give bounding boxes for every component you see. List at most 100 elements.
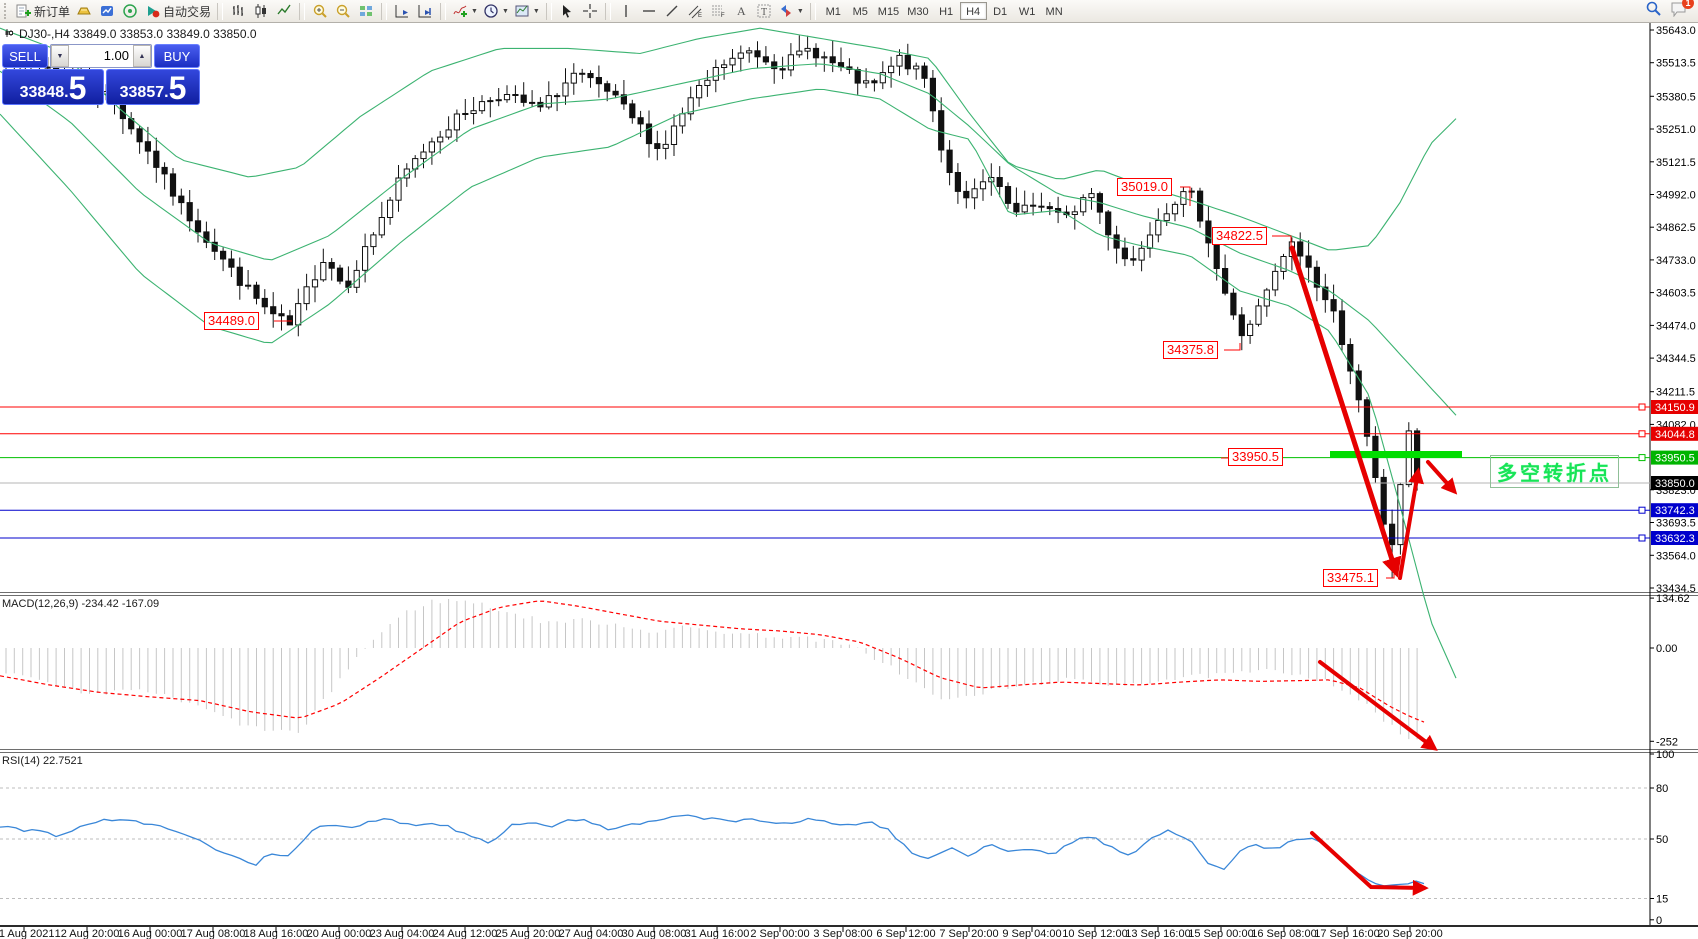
svg-text:34150.9: 34150.9: [1655, 402, 1695, 414]
chart-forward-button[interactable]: [391, 2, 413, 21]
macd-histogram: [5, 599, 1418, 740]
volume-decrease-button[interactable]: ▼: [51, 45, 69, 67]
svg-text:35251.0: 35251.0: [1656, 124, 1696, 136]
timeframe-button-w1[interactable]: W1: [1018, 6, 1036, 18]
toolbar-separator: [809, 2, 816, 20]
timeframe-button-h1[interactable]: H1: [939, 6, 954, 18]
horizontal-line-button[interactable]: [638, 2, 660, 21]
price-annotation-label[interactable]: 34822.5: [1212, 227, 1267, 245]
support-zone-bar[interactable]: [1330, 451, 1462, 458]
dropdown-caret: ▼: [796, 7, 804, 15]
arrows-button[interactable]: ▼: [776, 2, 806, 21]
panel-separators[interactable]: [0, 592, 1698, 927]
price-annotation-label[interactable]: 34375.8: [1163, 341, 1218, 359]
price-axis[interactable]: 35643.0 35513.5 35380.5 35251.0 35121.5 34992…: [1650, 25, 1698, 927]
bar-chart-button[interactable]: [227, 2, 249, 21]
timeframe-button-mn[interactable]: MN: [1045, 6, 1063, 18]
timeframe-button-d1[interactable]: D1: [993, 6, 1008, 18]
timeframe-button-m5[interactable]: M5: [852, 6, 868, 18]
price-annotation-label[interactable]: 34489.0: [204, 312, 259, 330]
new-order-button[interactable]: 新订单: [13, 2, 72, 21]
periods-button[interactable]: ▼: [481, 2, 511, 21]
price-annotation-label[interactable]: 33475.1: [1323, 569, 1378, 587]
autotrade-button[interactable]: 自动交易: [142, 2, 213, 21]
svg-text:31 Aug 16:00: 31 Aug 16:00: [685, 928, 750, 939]
dropdown-caret: ▼: [501, 7, 509, 15]
price-annotation-label[interactable]: 33950.5: [1228, 448, 1283, 466]
svg-text:16 Aug 00:00: 16 Aug 00:00: [118, 928, 183, 939]
svg-text:E: E: [698, 13, 702, 19]
timeframe-button-m15[interactable]: M15: [877, 6, 900, 18]
svg-text:15: 15: [1656, 894, 1668, 906]
cursor-button[interactable]: [556, 2, 578, 21]
svg-text:134.62: 134.62: [1656, 593, 1690, 605]
market-icon: [99, 3, 115, 19]
trendline-icon: [664, 3, 680, 19]
macd-signal-line: [0, 600, 1425, 723]
crosshair-button[interactable]: [579, 2, 601, 21]
line-chart-button[interactable]: [273, 2, 295, 21]
annotation-note[interactable]: 多空转折点: [1490, 455, 1619, 488]
timeframe-button-m1[interactable]: M1: [825, 6, 841, 18]
svg-text:T: T: [761, 7, 767, 18]
text-icon: A: [733, 3, 749, 19]
toolbar-grip[interactable]: [4, 3, 9, 19]
search-icon[interactable]: [1645, 0, 1662, 22]
signals-button[interactable]: [119, 2, 141, 21]
zoom-in-button[interactable]: [309, 2, 331, 21]
svg-text:F: F: [721, 13, 725, 19]
fibonacci-icon: F: [710, 3, 726, 19]
toolbar-separator: [440, 2, 447, 20]
svg-text:20 Sep 20:00: 20 Sep 20:00: [1377, 928, 1442, 939]
svg-text:2 Sep 00:00: 2 Sep 00:00: [750, 928, 809, 939]
horizontal-line-icon: [641, 3, 657, 19]
timeframe-button-h4[interactable]: H4: [959, 2, 987, 20]
timeframe-button-m30[interactable]: M30: [907, 6, 929, 18]
autotrade-icon: [144, 3, 160, 19]
chart-shift-button[interactable]: [414, 2, 436, 21]
svg-text:23 Aug 04:00: 23 Aug 04:00: [370, 928, 435, 939]
market-button[interactable]: [96, 2, 118, 21]
buy-price-display[interactable]: 33857. 5: [106, 69, 200, 105]
svg-text:34344.5: 34344.5: [1656, 353, 1696, 365]
svg-text:35643.0: 35643.0: [1656, 25, 1696, 37]
channel-button[interactable]: E: [684, 2, 706, 21]
trendline-button[interactable]: [661, 2, 683, 21]
svg-text:33564.0: 33564.0: [1656, 550, 1696, 562]
sell-button[interactable]: SELL: [2, 44, 48, 68]
toolbar-separator: [545, 2, 552, 20]
sell-price-pip: 5: [68, 70, 87, 106]
svg-text:10 Sep 12:00: 10 Sep 12:00: [1062, 928, 1127, 939]
tile-windows-button[interactable]: [355, 2, 377, 21]
sell-price-display[interactable]: 33848. 5: [2, 69, 104, 105]
indicators-button[interactable]: ▼: [450, 2, 480, 21]
timeframe-group: M1 M5 M15 M30 H1 H4 D1 W1 MN: [820, 2, 1068, 20]
bollinger-lower-line: [0, 88, 1457, 679]
fibonacci-button[interactable]: F: [707, 2, 729, 21]
volume-increase-button[interactable]: ▲: [133, 45, 151, 67]
templates-button[interactable]: ▼: [512, 2, 542, 21]
gold-ingot-icon: [76, 3, 92, 19]
svg-text:3 Sep 08:00: 3 Sep 08:00: [813, 928, 872, 939]
toolbar-separator: [217, 2, 224, 20]
svg-text:30 Aug 08:00: 30 Aug 08:00: [622, 928, 687, 939]
vertical-line-icon: [618, 3, 634, 19]
chat-button[interactable]: 1: [1670, 0, 1694, 22]
buy-button[interactable]: BUY: [154, 44, 200, 68]
dropdown-caret: ▼: [471, 7, 478, 15]
trend-arrows[interactable]: [1289, 245, 1458, 896]
chart-shift-icon: [417, 3, 433, 19]
zoom-out-button[interactable]: [332, 2, 354, 21]
text-button[interactable]: A: [730, 2, 752, 21]
price-annotation-label[interactable]: 35019.0: [1117, 178, 1172, 196]
vertical-line-button[interactable]: [615, 2, 637, 21]
add-indicator-icon: [452, 3, 468, 19]
candlestick-chart-button[interactable]: [250, 2, 272, 21]
volume-value[interactable]: 1.00: [103, 48, 129, 63]
gold-button[interactable]: [73, 2, 95, 21]
text-label-button[interactable]: T: [753, 2, 775, 21]
clock-icon: [483, 3, 499, 19]
one-click-trading-panel: SELL ▼ 1.00 ▲ BUY 33848. 5 33857. 5: [2, 44, 200, 105]
